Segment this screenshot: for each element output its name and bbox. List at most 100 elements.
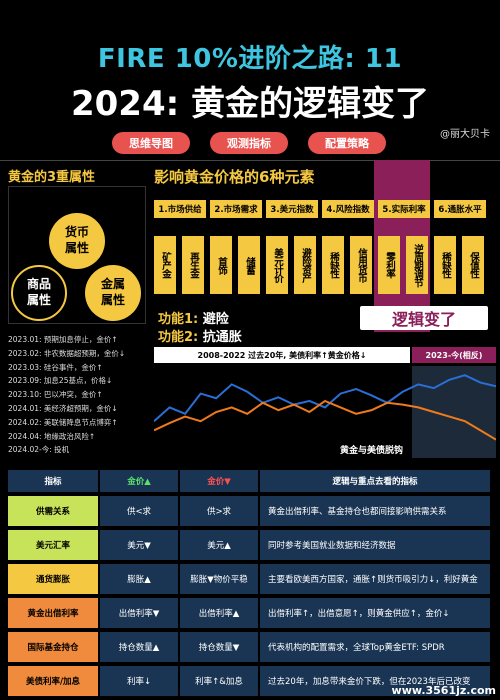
sub-factor: 保值性 bbox=[462, 236, 484, 294]
row-logic: 主要看欧美西方国家，通胀↑则货币吸引力↓，利好黄金 bbox=[260, 564, 490, 594]
function-1: 功能1: 避险 bbox=[158, 308, 229, 327]
sub-factor: 零利率 bbox=[378, 236, 400, 294]
row-price-down: 供>求 bbox=[180, 496, 258, 526]
metal-label: 金属 属性 bbox=[100, 277, 125, 307]
gold-bond-chart bbox=[154, 366, 496, 458]
sub-factor: 避险资产 bbox=[294, 236, 316, 294]
recent-period-region bbox=[412, 366, 496, 458]
metal-attribute: 金属 属性 bbox=[85, 265, 141, 321]
button-row: 思维导图 观测指标 配置策略 bbox=[112, 132, 386, 154]
event-item: 2024.02: 美联储降息节点博弈↑ bbox=[8, 417, 118, 427]
factor-real-rate: 5.实际利率 bbox=[378, 200, 430, 218]
row-price-up: 持仓数量▲ bbox=[100, 632, 178, 662]
row-logic: 黄金出借利率、基金持仓也都间接影响供需关系 bbox=[260, 496, 490, 526]
title-line-2: 2024: 黄金的逻辑变了 bbox=[70, 84, 430, 124]
factors-heading: 影响黄金价格的6种元素 bbox=[154, 168, 315, 186]
row-indicator: 黄金出借利率 bbox=[8, 598, 98, 628]
factor-risk: 4.风险指数 bbox=[322, 200, 374, 218]
series-line-0 bbox=[154, 374, 496, 422]
title-line-1: FIRE 10%进阶之路: 11 bbox=[97, 44, 403, 74]
currency-label: 货币 属性 bbox=[64, 225, 89, 255]
row-price-down: 利率↑&加息 bbox=[180, 666, 258, 696]
sub-factor: 信用货币 bbox=[350, 236, 372, 294]
header-logic: 逻辑与重点去看的指标 bbox=[260, 470, 490, 492]
left-column: 黄金的3重属性 货币 属性 商品 属性 金属 属性 2023.01: 预期加息停… bbox=[8, 166, 146, 456]
currency-attribute: 货币 属性 bbox=[49, 213, 105, 269]
row-price-up: 美元▼ bbox=[100, 530, 178, 560]
attributes-heading: 黄金的3重属性 bbox=[8, 170, 96, 185]
sub-factor: 储蓄 bbox=[238, 236, 260, 294]
mindmap-button[interactable]: 思维导图 bbox=[112, 132, 190, 154]
row-logic: 代表机构的配置需求，全球Top黄金ETF: SPDR bbox=[260, 632, 490, 662]
factor-row: 1.市场供给 2.市场需求 3.美元指数 4.风险指数 5.实际利率 6.通胀水… bbox=[154, 200, 486, 218]
factor-supply: 1.市场供给 bbox=[154, 200, 206, 218]
chart-caption: 黄金与美债脱钩 bbox=[340, 446, 404, 456]
table-row: 国际基金持仓 持仓数量▲ 持仓数量▼ 代表机构的配置需求，全球Top黄金ETF: SP… bbox=[8, 632, 492, 662]
sub-factor: 美元计价 bbox=[266, 236, 288, 294]
divider bbox=[0, 160, 500, 161]
header-price-up: 金价▲ bbox=[100, 470, 178, 492]
sub-factor: 矿产金 bbox=[154, 236, 176, 294]
function-2-value: 抗通胀 bbox=[202, 330, 242, 345]
row-price-up: 供<求 bbox=[100, 496, 178, 526]
chart-left-label: 2008-2022 过去20年, 美债利率↑黄金价格↓ bbox=[154, 347, 410, 363]
table-body: 供需关系 供<求 供>求 黄金出借利率、基金持仓也都间接影响供需关系 美元汇率 美元▼ 美元… bbox=[8, 496, 492, 696]
event-item: 2023.01: 预期加息停止，金价↑ bbox=[8, 335, 118, 344]
table-row: 美债利率/加息 利率↓ 利率↑&加息 过去20年，加息带来金价下跌，但在2023年后已… bbox=[8, 666, 492, 696]
event-item: 2023.09: 加息25基点，价格↓ bbox=[8, 376, 113, 386]
factor-demand: 2.市场需求 bbox=[210, 200, 262, 218]
strategy-button[interactable]: 配置策略 bbox=[308, 132, 386, 154]
row-price-down: 膨胀▼物价平稳 bbox=[180, 564, 258, 594]
row-logic: 同时参考美国就业数据和经济数据 bbox=[260, 530, 490, 560]
event-item: 2024.02-今: 投机 bbox=[8, 445, 70, 455]
event-item: 2023.03: 硅谷事件，金价↑ bbox=[8, 362, 103, 372]
sub-factor: 逆周期调节 bbox=[406, 236, 428, 294]
event-item: 2024.04: 地缘政治风险↑ bbox=[8, 431, 96, 441]
row-indicator: 通货膨胀 bbox=[8, 564, 98, 594]
attributes-diagram: 货币 属性 商品 属性 金属 属性 bbox=[8, 186, 146, 324]
event-item: 2024.01: 美经济超预期，金价↓ bbox=[8, 403, 118, 413]
event-item: 2023.10: 巴以冲突，金价↑ bbox=[8, 390, 103, 400]
row-price-up: 出借利率▼ bbox=[100, 598, 178, 628]
row-indicator: 美元汇率 bbox=[8, 530, 98, 560]
table-row: 供需关系 供<求 供>求 黄金出借利率、基金持仓也都间接影响供需关系 bbox=[8, 496, 492, 526]
event-item: 2023.02: 非农数据超预期，金价↓ bbox=[8, 348, 126, 358]
watermark: www.3561jz.com bbox=[391, 684, 496, 697]
logic-changed-badge: 逻辑变了 bbox=[360, 306, 488, 330]
function-1-value: 避险 bbox=[202, 312, 229, 327]
row-price-up: 利率↓ bbox=[100, 666, 178, 696]
row-indicator: 美债利率/加息 bbox=[8, 666, 98, 696]
sub-factor: 稀缺性 bbox=[322, 236, 344, 294]
table-row: 美元汇率 美元▼ 美元▲ 同时参考美国就业数据和经济数据 bbox=[8, 530, 492, 560]
table-row: 黄金出借利率 出借利率▼ 出借利率▲ 出借利率↑，出借意愿↑，则黄金供应↑，金价↓ bbox=[8, 598, 492, 628]
commodity-label: 商品 属性 bbox=[26, 277, 51, 307]
sub-factor: 首饰 bbox=[210, 236, 232, 294]
function-2: 功能2: 抗通胀 bbox=[158, 326, 242, 345]
sub-factor: 稀缺性 bbox=[434, 236, 456, 294]
row-price-up: 膨胀▲ bbox=[100, 564, 178, 594]
series-line-1 bbox=[154, 399, 496, 441]
table-row: 通货膨胀 膨胀▲ 膨胀▼物价平稳 主要看欧美西方国家，通胀↑则货币吸引力↓，利好黄金 bbox=[8, 564, 492, 594]
function-1-key: 功能1: bbox=[158, 312, 199, 327]
row-indicator: 供需关系 bbox=[8, 496, 98, 526]
indicators-button[interactable]: 观测指标 bbox=[210, 132, 288, 154]
right-column: 影响黄金价格的6种元素 bbox=[154, 166, 494, 187]
function-2-key: 功能2: bbox=[158, 330, 199, 345]
sub-factor: 再生金 bbox=[182, 236, 204, 294]
header-price-down: 金价▼ bbox=[180, 470, 258, 492]
chart-right-label: 2023-今(相反) bbox=[412, 347, 496, 363]
row-price-down: 美元▲ bbox=[180, 530, 258, 560]
row-logic: 过去20年，加息带来金价下跌，但在2023年后已改变 bbox=[260, 666, 490, 696]
commodity-attribute: 商品 属性 bbox=[11, 265, 67, 321]
header-indicator: 指标 bbox=[8, 470, 98, 492]
indicator-table: 指标 金价▲ 金价▼ 逻辑与重点去看的指标 供需关系 供<求 供>求 黄金出借利率、基… bbox=[8, 470, 492, 700]
factor-dollar: 3.美元指数 bbox=[266, 200, 318, 218]
row-indicator: 国际基金持仓 bbox=[8, 632, 98, 662]
row-price-down: 出借利率▲ bbox=[180, 598, 258, 628]
sub-factor-row: 矿产金 再生金 首饰 储蓄 美元计价 避险资产 稀缺性 信用货币 零利率 逆周期… bbox=[154, 236, 484, 294]
author-handle: @丽大贝卡 bbox=[440, 129, 490, 140]
row-logic: 出借利率↑，出借意愿↑，则黄金供应↑，金价↓ bbox=[260, 598, 490, 628]
table-header: 指标 金价▲ 金价▼ 逻辑与重点去看的指标 bbox=[8, 470, 492, 492]
row-price-down: 持仓数量▼ bbox=[180, 632, 258, 662]
events-list: 2023.01: 预期加息停止，金价↑ 2023.02: 非农数据超预期，金价↓… bbox=[8, 334, 146, 458]
